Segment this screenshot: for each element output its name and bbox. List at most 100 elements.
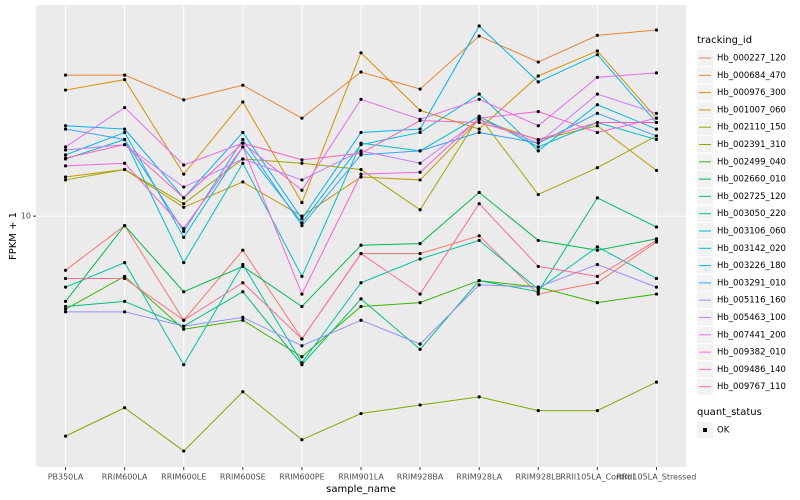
data-point <box>595 248 599 252</box>
data-point <box>536 124 540 128</box>
data-point <box>300 161 304 165</box>
data-point <box>359 252 363 256</box>
data-point <box>241 161 245 165</box>
data-point <box>182 363 186 367</box>
data-point <box>300 344 304 348</box>
x-tick-label: RRIM928LB <box>515 473 561 482</box>
data-point <box>418 170 422 174</box>
data-point <box>477 234 481 238</box>
data-point <box>477 278 481 283</box>
data-point <box>300 200 304 205</box>
data-point <box>123 73 127 77</box>
data-point <box>359 297 363 301</box>
data-point <box>418 252 422 256</box>
data-point <box>300 188 304 192</box>
data-point <box>123 161 127 165</box>
data-point <box>536 290 540 294</box>
legend-label: Hb_003106_060 <box>717 227 786 237</box>
data-point <box>63 145 68 149</box>
data-point <box>595 262 599 267</box>
data-point <box>241 390 245 394</box>
data-point <box>477 238 481 243</box>
data-point <box>477 34 481 38</box>
data-point <box>595 103 599 107</box>
data-point <box>300 274 304 278</box>
x-tick-label: RRII105LA_Control <box>560 473 634 482</box>
data-point <box>123 299 127 303</box>
data-point <box>477 127 481 131</box>
data-point <box>63 178 68 182</box>
data-point <box>182 235 186 239</box>
data-point <box>536 60 540 64</box>
legend-label: OK <box>717 426 730 436</box>
x-tick-label: RRIM901LA <box>338 473 384 482</box>
data-point <box>595 274 599 278</box>
x-axis-title: sample_name <box>326 484 396 495</box>
data-point <box>123 310 127 314</box>
data-point <box>63 156 68 160</box>
data-point <box>182 226 186 231</box>
data-point <box>536 285 540 289</box>
data-point <box>359 172 363 176</box>
data-point <box>536 409 540 413</box>
data-point <box>241 318 245 322</box>
data-point <box>63 268 68 272</box>
x-tick-label: RRIM600PE <box>279 473 325 482</box>
data-point <box>595 130 599 135</box>
data-point <box>63 164 68 168</box>
data-point <box>418 119 422 123</box>
data-point <box>595 33 599 37</box>
data-point <box>536 109 540 114</box>
data-point <box>654 292 659 296</box>
data-point <box>123 261 127 265</box>
x-tick-label: RRIM928BA <box>397 473 444 482</box>
data-point <box>63 175 68 179</box>
data-point <box>123 105 127 110</box>
data-point <box>477 24 481 28</box>
data-point <box>654 276 659 281</box>
data-point <box>241 157 245 161</box>
data-point <box>182 185 186 189</box>
data-point <box>418 257 422 261</box>
data-point <box>536 74 540 78</box>
data-point <box>359 167 363 172</box>
x-tick-label: RRIM928LA <box>456 473 502 482</box>
data-point <box>654 238 659 243</box>
data-point <box>654 225 659 229</box>
data-point <box>241 83 245 87</box>
data-point <box>182 202 186 206</box>
data-point <box>654 380 659 384</box>
data-point <box>595 49 599 53</box>
legend-label: Hb_009767_110 <box>717 382 786 392</box>
data-point <box>595 75 599 79</box>
data-point <box>63 299 68 303</box>
data-point <box>595 301 599 305</box>
y-axis-title: FPKM + 1 <box>8 212 19 260</box>
data-point <box>536 141 540 145</box>
data-point <box>359 149 363 153</box>
data-point <box>536 149 540 153</box>
data-point <box>536 292 540 296</box>
data-point <box>359 51 363 55</box>
data-point <box>123 143 127 147</box>
data-point <box>300 116 304 120</box>
data-point <box>123 167 127 172</box>
data-point <box>595 124 599 128</box>
data-point <box>654 71 659 75</box>
x-tick-label: RRIM600SE <box>220 473 266 482</box>
data-point <box>654 127 659 131</box>
data-point <box>123 223 127 228</box>
legend-label: Hb_002110_150 <box>717 123 786 133</box>
data-point <box>477 395 481 399</box>
data-point <box>300 217 304 221</box>
data-point <box>418 347 422 351</box>
data-point <box>536 80 540 84</box>
data-point <box>418 108 422 113</box>
data-point <box>182 318 186 322</box>
data-point <box>182 290 186 294</box>
data-point <box>63 73 68 77</box>
legend-label: Hb_003050_220 <box>717 209 786 219</box>
data-point <box>182 172 186 176</box>
data-point <box>536 145 540 149</box>
data-point <box>241 281 245 285</box>
